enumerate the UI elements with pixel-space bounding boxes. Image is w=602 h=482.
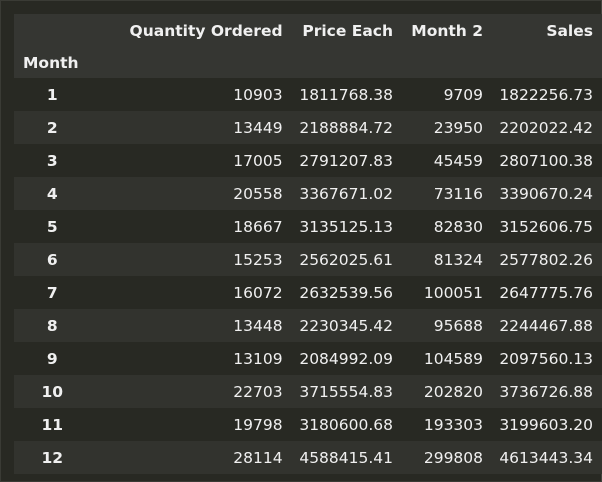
index-name-row: Month <box>14 47 602 78</box>
cell-quantity-ordered: 28114 <box>233 448 283 467</box>
table-row: 9 13109 2084992.09 104589 2097560.13 <box>14 342 602 375</box>
column-header-sales: Sales <box>546 21 593 40</box>
row-index: 6 <box>46 250 58 269</box>
cell-price-each: 2188884.72 <box>299 118 394 137</box>
cell-quantity-ordered: 22703 <box>233 382 283 401</box>
cell-month-2: 45459 <box>433 151 484 170</box>
row-index: 2 <box>46 118 58 137</box>
cell-sales: 3152606.75 <box>499 217 593 236</box>
row-index: 11 <box>41 415 64 434</box>
cell-month-2: 100051 <box>423 283 484 302</box>
cell-sales: 3199603.20 <box>499 415 593 434</box>
dataframe-table: Quantity Ordered Price Each Month 2 Sale… <box>14 14 602 474</box>
cell-quantity-ordered: 17005 <box>233 151 283 170</box>
index-name: Month <box>23 53 79 72</box>
cell-sales: 2807100.38 <box>499 151 593 170</box>
cell-sales: 4613443.34 <box>499 448 593 467</box>
cell-price-each: 3180600.68 <box>299 415 394 434</box>
table-row: 10 22703 3715554.83 202820 3736726.88 <box>14 375 602 408</box>
cell-month-2: 193303 <box>423 415 484 434</box>
cell-month-2: 202820 <box>423 382 484 401</box>
cell-price-each: 3367671.02 <box>299 184 394 203</box>
cell-price-each: 3135125.13 <box>299 217 394 236</box>
cell-sales: 2244467.88 <box>499 316 593 335</box>
cell-price-each: 1811768.38 <box>299 85 394 104</box>
cell-quantity-ordered: 10903 <box>233 85 283 104</box>
row-index: 5 <box>46 217 58 236</box>
row-index: 3 <box>46 151 58 170</box>
cell-sales: 3390670.24 <box>499 184 593 203</box>
cell-quantity-ordered: 18667 <box>233 217 283 236</box>
table-row: 3 17005 2791207.83 45459 2807100.38 <box>14 144 602 177</box>
cell-sales: 2097560.13 <box>499 349 593 368</box>
cell-price-each: 4588415.41 <box>299 448 394 467</box>
table-row: 4 20558 3367671.02 73116 3390670.24 <box>14 177 602 210</box>
row-index: 4 <box>46 184 58 203</box>
index-row-blank <box>292 47 402 78</box>
column-header-price-each: Price Each <box>302 21 394 40</box>
table-row: 5 18667 3135125.13 82830 3152606.75 <box>14 210 602 243</box>
cell-month-2: 82830 <box>433 217 484 236</box>
cell-quantity-ordered: 19798 <box>233 415 283 434</box>
cell-month-2: 81324 <box>433 250 484 269</box>
cell-price-each: 2791207.83 <box>299 151 394 170</box>
cell-month-2: 9709 <box>443 85 484 104</box>
column-header-quantity-ordered: Quantity Ordered <box>129 21 283 40</box>
cell-month-2: 299808 <box>423 448 484 467</box>
row-index: 1 <box>46 85 58 104</box>
cell-quantity-ordered: 16072 <box>233 283 283 302</box>
header-blank <box>14 14 90 47</box>
table-row: 8 13448 2230345.42 95688 2244467.88 <box>14 309 602 342</box>
column-header-month-2: Month 2 <box>411 21 484 40</box>
cell-quantity-ordered: 13448 <box>233 316 283 335</box>
row-index: 12 <box>41 448 64 467</box>
cell-sales: 2647775.76 <box>499 283 593 302</box>
table-row: 11 19798 3180600.68 193303 3199603.20 <box>14 408 602 441</box>
row-index: 7 <box>46 283 58 302</box>
cell-month-2: 23950 <box>433 118 484 137</box>
table-body: 1 10903 1811768.38 9709 1822256.73 2 13449 2188… <box>14 78 602 474</box>
cell-price-each: 3715554.83 <box>299 382 394 401</box>
table-row: 6 15253 2562025.61 81324 2577802.26 <box>14 243 602 276</box>
cell-month-2: 73116 <box>433 184 484 203</box>
row-index: 9 <box>46 349 58 368</box>
row-index: 8 <box>46 316 58 335</box>
cell-quantity-ordered: 13449 <box>233 118 283 137</box>
index-row-blank <box>402 47 492 78</box>
column-header-row: Quantity Ordered Price Each Month 2 Sale… <box>14 14 602 47</box>
table-row: 2 13449 2188884.72 23950 2202022.42 <box>14 111 602 144</box>
table-row: 12 28114 4588415.41 299808 4613443.34 <box>14 441 602 474</box>
cell-month-2: 104589 <box>423 349 484 368</box>
index-row-blank <box>492 47 602 78</box>
cell-price-each: 2632539.56 <box>299 283 394 302</box>
cell-price-each: 2230345.42 <box>299 316 394 335</box>
cell-quantity-ordered: 15253 <box>233 250 283 269</box>
cell-price-each: 2562025.61 <box>299 250 394 269</box>
cell-quantity-ordered: 20558 <box>233 184 283 203</box>
cell-price-each: 2084992.09 <box>299 349 394 368</box>
row-index: 10 <box>41 382 64 401</box>
cell-sales: 1822256.73 <box>499 85 593 104</box>
cell-quantity-ordered: 13109 <box>233 349 283 368</box>
cell-month-2: 95688 <box>433 316 484 335</box>
cell-sales: 2202022.42 <box>499 118 593 137</box>
table-row: 1 10903 1811768.38 9709 1822256.73 <box>14 78 602 111</box>
cell-sales: 3736726.88 <box>499 382 593 401</box>
index-row-blank <box>90 47 291 78</box>
cell-sales: 2577802.26 <box>499 250 593 269</box>
table-row: 7 16072 2632539.56 100051 2647775.76 <box>14 276 602 309</box>
